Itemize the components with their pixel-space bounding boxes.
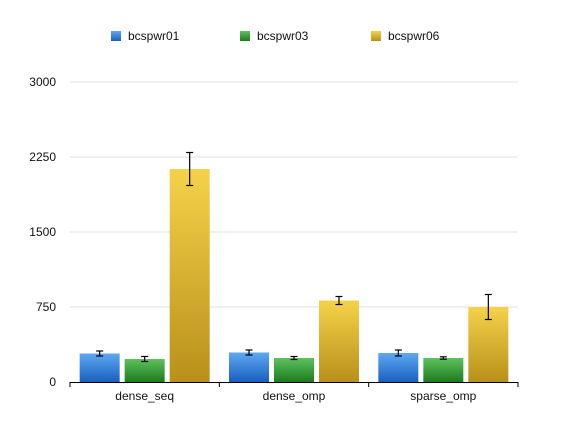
x-category-label-sparse_omp: sparse_omp <box>410 389 476 403</box>
y-tick-label-2250: 2250 <box>29 150 56 164</box>
x-category-label-dense_seq: dense_seq <box>115 389 174 403</box>
bar-dense_omp-bcspwr06 <box>319 301 359 383</box>
legend: bcspwr01 bcspwr03 bcspwr06 <box>111 29 440 43</box>
y-tick-label-3000: 3000 <box>29 75 56 89</box>
legend-swatch-bcspwr01 <box>111 31 121 41</box>
y-tick-label-0: 0 <box>49 375 56 389</box>
bar-dense_seq-bcspwr03 <box>125 359 165 382</box>
bar-sparse_omp-bcspwr01 <box>378 353 418 382</box>
legend-label-bcspwr06: bcspwr06 <box>388 29 440 43</box>
x-category-label-dense_omp: dense_omp <box>263 389 326 403</box>
legend-label-bcspwr03: bcspwr03 <box>257 29 309 43</box>
bar-sparse_omp-bcspwr03 <box>423 358 463 382</box>
x-axis-labels: dense_seq dense_omp sparse_omp <box>115 389 476 403</box>
y-tick-label-1500: 1500 <box>29 225 56 239</box>
y-tick-label-750: 750 <box>36 300 56 314</box>
bars <box>80 169 509 382</box>
bar-dense_omp-bcspwr03 <box>274 358 314 382</box>
legend-swatch-bcspwr06 <box>371 31 381 41</box>
legend-label-bcspwr01: bcspwr01 <box>128 29 180 43</box>
y-axis-ticks: 0 750 1500 2250 3000 <box>29 75 56 389</box>
bar-dense_omp-bcspwr01 <box>229 353 269 383</box>
error-bars <box>96 153 492 362</box>
legend-swatch-bcspwr03 <box>240 31 250 41</box>
bar-dense_seq-bcspwr06 <box>170 169 210 382</box>
bar-dense_seq-bcspwr01 <box>80 354 120 383</box>
gridlines <box>70 82 518 307</box>
x-axis <box>70 382 518 387</box>
